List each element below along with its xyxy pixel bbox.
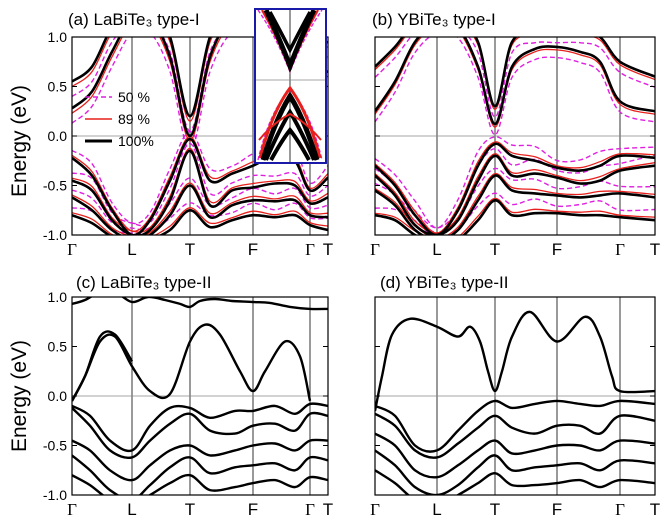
- legend-label-89: 89 %: [118, 111, 150, 127]
- x-tick-label: T: [650, 500, 660, 519]
- band-curve: [72, 177, 328, 231]
- x-tick-label: L: [127, 500, 136, 519]
- band-curve: [375, 174, 655, 235]
- y-tick-label: -1.0: [43, 227, 67, 243]
- x-tick-label: L: [127, 240, 136, 259]
- x-tick-label: F: [248, 240, 258, 259]
- x-tick-label: T: [323, 500, 333, 519]
- legend: 50 % 89 % 100%: [85, 89, 154, 149]
- y-tick-label: 1.0: [48, 289, 68, 305]
- y-tick-label: 0.0: [48, 388, 68, 404]
- band-curve: [72, 209, 328, 235]
- band-curve: [375, 154, 655, 235]
- band-curve: [72, 473, 328, 495]
- x-tick-label: L: [432, 240, 441, 259]
- band-curve: [72, 207, 328, 235]
- band-curve: [375, 37, 655, 108]
- band-curve: [375, 37, 655, 126]
- inset-band-curve: [263, 10, 317, 73]
- inset-frame: [254, 8, 327, 164]
- band-curve: [72, 142, 328, 227]
- x-tick-label: T: [185, 240, 195, 259]
- band-curve: [72, 454, 328, 495]
- band-curve: [72, 402, 328, 453]
- legend-label-50: 50 %: [118, 89, 150, 105]
- panel-a-title: (a) LaBiTe₃ type-I: [68, 10, 200, 29]
- y-axis-label-bottom: Energy (eV): [8, 340, 31, 452]
- y-tick-label: -1.0: [43, 487, 67, 503]
- x-tick-label: T: [490, 240, 500, 259]
- x-tick-label: Γ: [305, 500, 315, 519]
- x-tick-label: Γ: [370, 500, 380, 519]
- band-curve: [72, 438, 328, 482]
- x-tick-label: Γ: [67, 500, 77, 519]
- y-tick-label: 0.5: [48, 339, 68, 355]
- y-tick-label: 0.5: [48, 79, 68, 95]
- legend-label-100: 100%: [118, 133, 154, 149]
- x-tick-label: Γ: [615, 500, 625, 519]
- y-tick-label: 0.0: [48, 128, 68, 144]
- band-curve: [72, 37, 328, 118]
- panel-b-title: (b) YBiTe₃ type-I: [372, 10, 496, 29]
- panel-d-title: (d) YBiTe₃ type-II: [380, 273, 509, 292]
- inset-band-curve: [269, 126, 311, 161]
- x-tick-label: Γ: [615, 240, 625, 259]
- x-tick-label: F: [248, 500, 258, 519]
- band-curve: [375, 449, 655, 495]
- band-curve: [375, 412, 655, 459]
- inset-zoom: [254, 8, 327, 164]
- x-tick-label: Γ: [67, 240, 77, 259]
- x-tick-label: F: [552, 240, 562, 259]
- panel-c: 1.00.50.0-0.5-1.0Γ L T F Γ T: [43, 289, 333, 519]
- x-tick-label: L: [432, 500, 441, 519]
- x-tick-label: Γ: [370, 240, 380, 259]
- band-curve: [375, 141, 655, 234]
- x-tick-label: T: [185, 500, 195, 519]
- band-curve: [72, 297, 328, 311]
- band-curve: [375, 37, 655, 136]
- band-curve: [72, 37, 328, 138]
- band-curve: [72, 330, 134, 402]
- band-curve: [72, 149, 328, 235]
- band-curve: [375, 142, 655, 235]
- x-tick-label: F: [552, 500, 562, 519]
- x-tick-label: T: [323, 240, 333, 259]
- band-curve: [72, 407, 328, 459]
- inset-band-curve: [258, 85, 322, 159]
- y-tick-label: -0.5: [43, 178, 67, 194]
- band-curve: [375, 199, 655, 235]
- band-curve: [375, 399, 655, 453]
- x-tick-label: T: [490, 500, 500, 519]
- band-curve: [375, 310, 655, 412]
- panel-c-title: (c) LaBiTe₃ type-II: [76, 273, 211, 292]
- inset-band-curve: [264, 108, 316, 161]
- band-curve: [72, 182, 328, 235]
- y-axis-label-top: Energy (eV): [8, 85, 31, 197]
- x-tick-label: Γ: [305, 240, 315, 259]
- inset-band-curve: [258, 112, 322, 141]
- band-curve: [375, 192, 655, 235]
- inset-band-curve: [260, 91, 320, 161]
- y-tick-label: 1.0: [48, 29, 68, 45]
- band-curve: [375, 37, 655, 118]
- band-curve: [375, 469, 655, 495]
- inset-band-curve: [268, 11, 312, 54]
- band-curve: [72, 323, 312, 402]
- y-tick-label: -0.5: [43, 438, 67, 454]
- x-tick-label: T: [650, 240, 660, 259]
- band-curve: [375, 432, 655, 479]
- band-curve: [72, 184, 328, 235]
